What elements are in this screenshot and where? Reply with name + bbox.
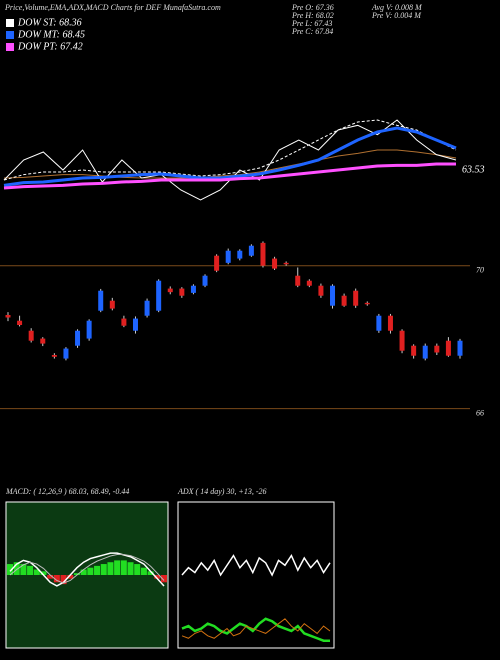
info-text: Pre V: 0.004 M bbox=[371, 11, 422, 20]
histogram-bar bbox=[73, 573, 80, 575]
info-text: Pre L: 67.43 bbox=[291, 19, 332, 28]
legend-label: DOW MT: 68.45 bbox=[17, 29, 85, 40]
histogram-bar bbox=[140, 567, 147, 575]
series-line bbox=[3, 126, 457, 187]
y-tick-label: 66 bbox=[476, 408, 484, 417]
legend-swatch bbox=[6, 43, 14, 51]
candle-body bbox=[353, 290, 359, 306]
histogram-bar bbox=[60, 575, 67, 585]
candle-body bbox=[434, 345, 440, 353]
histogram-bar bbox=[27, 565, 34, 575]
histogram-bar bbox=[94, 565, 101, 575]
histogram-bar bbox=[13, 562, 20, 575]
candle-body bbox=[411, 345, 417, 356]
candle-body bbox=[132, 318, 138, 331]
histogram-bar bbox=[20, 564, 27, 575]
candle-body bbox=[318, 285, 324, 296]
candle-body bbox=[86, 320, 92, 339]
candle-body bbox=[144, 300, 150, 316]
page-title: Price,Volume,EMA,ADX,MACD Charts for DEF… bbox=[4, 3, 221, 12]
candle-body bbox=[376, 315, 382, 331]
candle-body bbox=[63, 348, 69, 359]
info-text: Pre O: 67.36 bbox=[291, 3, 334, 12]
candle-body bbox=[248, 245, 254, 256]
panel-title: ADX ( 14 day) 30, +13, -26 bbox=[177, 487, 267, 496]
candle-body bbox=[457, 340, 463, 356]
candle-body bbox=[109, 300, 115, 309]
histogram-bar bbox=[80, 569, 87, 575]
histogram-bar bbox=[40, 571, 47, 575]
candle-body bbox=[272, 258, 278, 269]
series-line bbox=[9, 552, 165, 587]
candle-body bbox=[190, 285, 196, 293]
candle-body bbox=[364, 302, 370, 305]
candle-body bbox=[98, 290, 104, 311]
y-tick-label: 70 bbox=[476, 266, 484, 275]
candle-body bbox=[225, 250, 231, 263]
histogram-bar bbox=[67, 575, 74, 579]
info-text: Avg V: 0.008 M bbox=[371, 3, 423, 12]
info-text: Pre C: 67.84 bbox=[291, 27, 333, 36]
panel bbox=[177, 501, 335, 649]
histogram-bar bbox=[33, 569, 40, 575]
candle-body bbox=[295, 275, 301, 286]
candle-body bbox=[5, 315, 11, 318]
candle-body bbox=[445, 340, 451, 356]
histogram-bar bbox=[47, 575, 54, 579]
histogram-bar bbox=[107, 562, 114, 575]
candle-body bbox=[330, 285, 336, 306]
candle-body bbox=[237, 250, 243, 259]
histogram-bar bbox=[154, 575, 161, 579]
series-line bbox=[9, 554, 165, 584]
candle-body bbox=[75, 330, 81, 346]
candle-body bbox=[51, 355, 57, 357]
legend-swatch bbox=[6, 31, 14, 39]
legend-label: DOW PT: 67.42 bbox=[17, 41, 83, 52]
histogram-bar bbox=[114, 560, 121, 575]
candle-body bbox=[214, 255, 220, 271]
candle-body bbox=[341, 295, 347, 306]
candle-body bbox=[179, 288, 185, 296]
series-line bbox=[181, 553, 331, 577]
annotation: 63.53 bbox=[462, 164, 485, 175]
histogram-bar bbox=[161, 575, 167, 583]
histogram-bar bbox=[134, 564, 141, 575]
panel-title: MACD: ( 12,26,9 ) 68.03, 68.49, -0.44 bbox=[5, 487, 129, 496]
candle-body bbox=[387, 315, 393, 331]
series-line bbox=[181, 617, 330, 642]
candle-body bbox=[167, 288, 173, 293]
candle-body bbox=[422, 345, 428, 359]
histogram-bar bbox=[147, 571, 154, 575]
candle-body bbox=[17, 320, 23, 325]
candle-body bbox=[156, 280, 162, 311]
candle-body bbox=[40, 338, 46, 344]
histogram-bar bbox=[87, 567, 94, 575]
candle-body bbox=[306, 280, 312, 286]
candle-body bbox=[399, 330, 405, 351]
series-line bbox=[3, 119, 457, 181]
info-text: Pre H: 68.02 bbox=[291, 11, 334, 20]
histogram-bar bbox=[53, 575, 60, 583]
legend-swatch bbox=[6, 19, 14, 27]
legend-label: DOW ST: 68.36 bbox=[17, 17, 82, 28]
histogram-bar bbox=[120, 560, 127, 575]
series-line bbox=[3, 149, 457, 179]
histogram-bar bbox=[100, 564, 107, 575]
candle-body bbox=[121, 318, 127, 326]
candle-body bbox=[260, 242, 266, 266]
histogram-bar bbox=[127, 562, 134, 575]
candle-body bbox=[202, 275, 208, 286]
histogram-bar bbox=[7, 564, 13, 575]
series-line bbox=[3, 162, 456, 190]
candle-body bbox=[283, 262, 289, 265]
series-line bbox=[181, 618, 331, 639]
candle-body bbox=[28, 330, 34, 341]
